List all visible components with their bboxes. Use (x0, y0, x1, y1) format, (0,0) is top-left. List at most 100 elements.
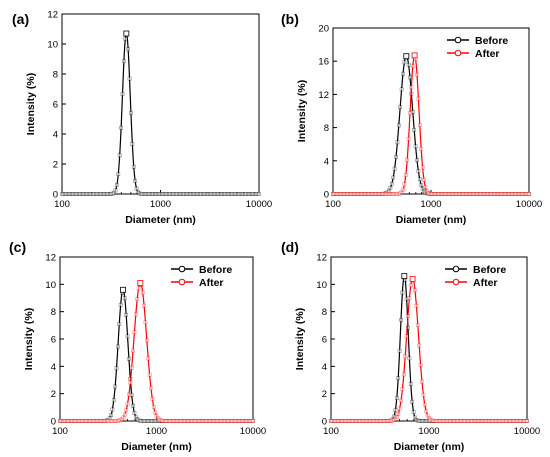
y-tick-label: 12 (316, 253, 327, 264)
y-axis-label: Intensity (%) (25, 73, 37, 135)
data-point (405, 158, 410, 162)
data-point (402, 60, 407, 65)
panel-letter: (c) (9, 239, 26, 255)
data-point (415, 72, 419, 77)
data-point (125, 334, 130, 339)
y-tick-label: 4 (324, 156, 329, 167)
data-point (525, 419, 529, 423)
peak-point (409, 275, 416, 282)
data-point (408, 111, 412, 116)
data-point (122, 296, 127, 301)
x-tick-label: 100 (325, 199, 341, 210)
x-tick-label: 100 (54, 199, 70, 210)
data-point (402, 182, 407, 187)
data-point (153, 410, 157, 415)
data-point (149, 386, 153, 391)
legend-marker (454, 36, 462, 44)
panel-c: (c) 0 2 4 6 8 10 12 100 1000 10000 Diameter (nm) Int… (9, 239, 266, 453)
series-line-after (60, 282, 253, 422)
x-tick-label: 1000 (150, 199, 171, 210)
data-point (406, 136, 411, 141)
y-tick-label: 2 (51, 389, 56, 400)
x-axis-label: Diameter (nm) (121, 441, 192, 453)
data-point (408, 283, 413, 288)
data-point (396, 123, 401, 128)
data-point (397, 406, 402, 411)
data-point (127, 76, 132, 81)
y-tick-label: 6 (322, 335, 327, 346)
data-point (406, 314, 410, 318)
data-point (117, 153, 122, 158)
data-point (110, 407, 115, 412)
y-tick-label: 4 (322, 362, 327, 373)
y-axis-label: Intensity (%) (294, 308, 306, 370)
data-point (122, 412, 127, 417)
panel-letter: (d) (281, 239, 299, 255)
plot-frame (332, 27, 530, 195)
data-point (395, 140, 400, 145)
data-point (147, 372, 152, 377)
data-point (397, 349, 402, 353)
legend-entry: After (447, 48, 500, 60)
data-point (417, 123, 422, 127)
legend-marker (454, 49, 462, 57)
data-point (400, 387, 405, 392)
data-point (399, 398, 403, 403)
plot-frame (59, 256, 254, 422)
data-point (419, 183, 424, 187)
data-point (403, 354, 408, 359)
legend-label: Before (473, 264, 506, 276)
data-point (388, 186, 393, 190)
y-tick-label: 10 (316, 280, 327, 291)
data-point (111, 398, 116, 403)
data-point (151, 405, 156, 409)
series-line-before (333, 55, 529, 195)
data-point (124, 312, 129, 317)
legend-entry: After (171, 277, 224, 289)
peak-point (411, 52, 418, 59)
x-axis-label: Diameter (nm) (396, 214, 467, 226)
data-point (407, 296, 412, 301)
series-line-after (331, 278, 527, 422)
data-point (113, 188, 118, 193)
data-point (421, 392, 426, 397)
peak-point (120, 286, 126, 293)
legend-label: Before (199, 264, 232, 276)
peak-point (123, 30, 130, 37)
data-point (130, 142, 135, 146)
data-point (116, 172, 121, 177)
data-point (403, 173, 408, 177)
y-tick-label: 6 (53, 100, 58, 111)
data-point (422, 177, 426, 182)
data-point (417, 343, 422, 348)
x-tick-label: 1000 (146, 426, 167, 437)
data-point (410, 64, 415, 69)
peak-point (401, 273, 408, 280)
data-point (417, 177, 422, 182)
peak-point (403, 53, 410, 60)
legend-entry: Before (171, 264, 232, 276)
data-point (527, 192, 531, 196)
plot-frame (61, 13, 260, 195)
data-point (142, 303, 146, 308)
data-point (409, 85, 414, 90)
y-axis-label: Intensity (%) (23, 308, 35, 370)
legend-label: After (473, 277, 498, 289)
legend-label: After (199, 277, 224, 289)
data-point (391, 175, 396, 180)
data-point (393, 408, 398, 412)
data-point (413, 288, 417, 293)
panel-d: (d) 0 2 4 6 8 10 12 100 1000 10000 Diameter (nm) Int… (281, 239, 540, 453)
data-point (122, 59, 126, 64)
data-point (401, 187, 405, 192)
y-tick-label: 0 (322, 417, 327, 428)
x-tick-label: 100 (323, 426, 339, 437)
legend-marker (178, 265, 186, 273)
y-tick-label: 0 (53, 190, 58, 201)
y-tick-label: 8 (53, 70, 58, 81)
data-point (415, 158, 419, 163)
x-tick-label: 1000 (420, 199, 441, 210)
data-point (396, 376, 401, 381)
data-point (131, 404, 135, 408)
